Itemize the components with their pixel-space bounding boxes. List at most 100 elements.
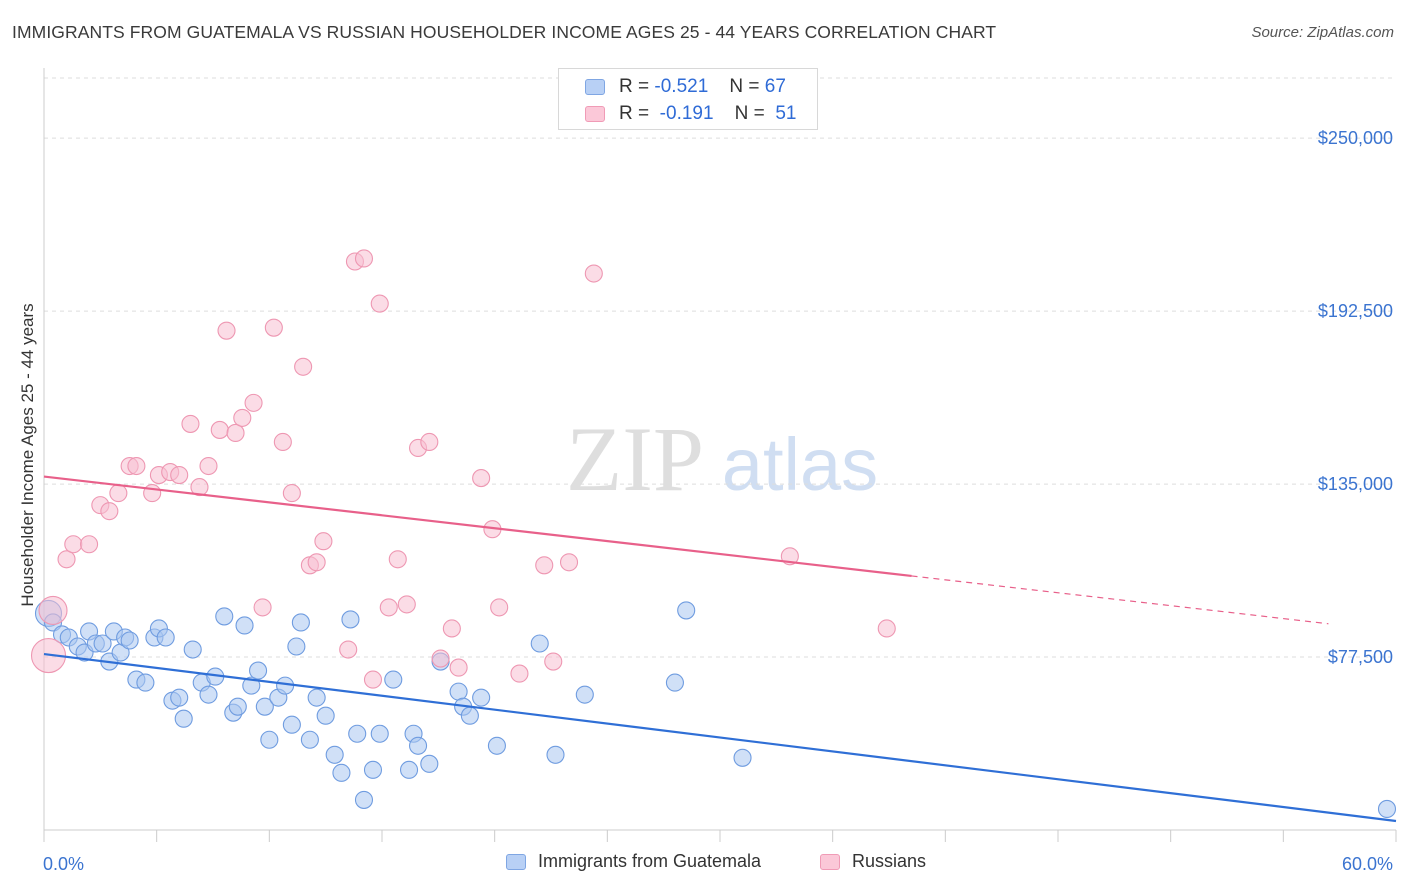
russian-point <box>354 249 374 268</box>
guatemala-point <box>460 706 479 725</box>
guatemala-point <box>332 763 351 782</box>
russian-trend-line <box>43 475 912 578</box>
russian-point <box>363 670 383 689</box>
guatemala-point <box>316 706 335 725</box>
guatemala-point <box>733 748 752 767</box>
russian-point <box>420 432 439 452</box>
russian-point <box>379 598 398 617</box>
series-legend-label: Immigrants from Guatemala <box>538 851 762 871</box>
russian-point <box>449 658 468 677</box>
russian-point <box>877 619 896 638</box>
guatemala-point <box>449 682 468 701</box>
russian-point <box>38 595 68 625</box>
series-legend-guatemala[interactable]: Immigrants from Guatemala <box>506 851 761 872</box>
legend-swatch-blue <box>585 79 605 95</box>
legend-row-guatemala: R = -0.521 N = 67 <box>585 76 786 98</box>
russian-point <box>339 640 358 659</box>
guatemala-point <box>487 736 506 755</box>
guatemala-point <box>399 760 419 779</box>
y-tick-label: $77,500 <box>1328 647 1393 667</box>
russian-point <box>57 550 76 569</box>
russian-point <box>544 652 563 671</box>
guatemala-point <box>242 676 261 695</box>
guatemala-point <box>472 688 491 707</box>
series-legend-russians[interactable]: Russians <box>820 851 926 872</box>
russian-point <box>181 414 200 433</box>
russian-point <box>264 318 283 337</box>
legend-swatch-blue <box>506 853 526 870</box>
legend-n-label: N = <box>734 103 765 124</box>
guatemala-point <box>174 709 193 728</box>
russian-point <box>559 553 579 572</box>
guatemala-point <box>665 673 684 692</box>
watermark-zip: ZIP <box>566 408 704 510</box>
russian-point <box>100 502 119 521</box>
legend-n-label: N = <box>729 76 760 97</box>
russian-point <box>431 649 450 668</box>
russian-point <box>80 535 99 554</box>
guatemala-point <box>249 661 268 680</box>
legend-r-value: -0.521 <box>654 76 709 97</box>
guatemala-point <box>156 628 175 647</box>
russian-point <box>199 456 218 476</box>
guatemala-point <box>354 790 374 809</box>
russian-point <box>388 550 407 569</box>
russian-point <box>64 535 83 554</box>
guatemala-point <box>136 673 155 692</box>
guatemala-point <box>420 754 439 773</box>
legend-n-value: 67 <box>764 76 786 97</box>
russian-point <box>127 456 146 476</box>
guatemala-point <box>677 601 696 620</box>
guatemala-point <box>341 610 360 629</box>
guatemala-point <box>307 688 326 707</box>
legend-swatch-pink <box>820 853 840 870</box>
russian-point <box>210 420 229 439</box>
guatemala-point <box>409 736 428 755</box>
guatemala-point <box>228 697 247 716</box>
y-tick-label: $250,000 <box>1318 128 1393 148</box>
legend-swatch-pink <box>585 106 605 122</box>
series-legend: Immigrants from Guatemala Russians <box>0 851 1406 877</box>
russian-point <box>397 595 416 614</box>
russian-point <box>109 484 128 503</box>
russian-point <box>584 264 603 283</box>
guatemala-point <box>325 745 344 764</box>
legend-row-russians: R = -0.191 N = 51 <box>585 103 796 125</box>
russian-point <box>273 432 292 452</box>
guatemala-point <box>348 724 367 743</box>
guatemala-point <box>363 760 383 779</box>
guatemala-point <box>93 634 112 653</box>
guatemala-point <box>291 613 310 632</box>
guatemala-point <box>260 730 279 749</box>
russian-point <box>217 321 236 340</box>
russian-point <box>226 423 245 442</box>
chart-title: IMMIGRANTS FROM GUATEMALA VS RUSSIAN HOU… <box>12 22 997 42</box>
russian-point <box>233 408 252 427</box>
russian-point <box>510 664 529 683</box>
guatemala-point <box>287 637 306 656</box>
y-tick-label: $192,500 <box>1318 301 1393 321</box>
russian-point <box>314 532 333 551</box>
guatemala-point <box>235 616 254 635</box>
russian-point <box>253 598 272 617</box>
russian-point <box>143 484 162 503</box>
russian-point <box>535 556 554 575</box>
guatemala-point <box>530 634 549 653</box>
legend-r-label: R = <box>619 103 650 124</box>
russian-point <box>294 357 313 376</box>
guatemala-point <box>282 715 301 734</box>
legend-n-value: 51 <box>775 103 797 124</box>
russian-point <box>370 294 389 313</box>
guatemala-point <box>170 688 189 707</box>
russian-trend-line-extension <box>911 575 1329 625</box>
russian-point <box>244 393 263 412</box>
guatemala-point <box>370 724 389 743</box>
russian-point <box>170 466 189 485</box>
watermark-atlas: atlas <box>722 423 878 506</box>
guatemala-point <box>183 640 202 659</box>
x-tick-label: 0.0% <box>43 854 84 874</box>
russian-point <box>307 553 326 572</box>
guatemala-point <box>120 631 139 650</box>
correlation-legend: R = -0.521 N = 67 R = -0.191 N = 51 <box>558 68 818 130</box>
